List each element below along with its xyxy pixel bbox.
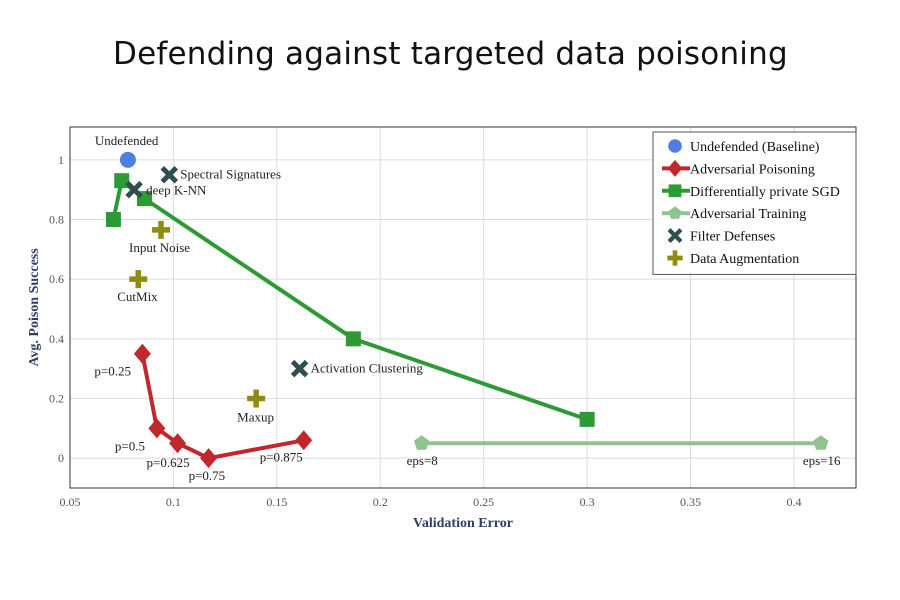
legend-item-data-augmentation: Data Augmentation bbox=[667, 250, 799, 267]
square-marker bbox=[345, 331, 361, 347]
slide-title: Defending against targeted data poisonin… bbox=[113, 36, 788, 72]
legend-item-filter-defenses: Filter Defenses bbox=[667, 228, 775, 245]
legend-box bbox=[652, 131, 857, 275]
plus-marker bbox=[152, 220, 171, 239]
x-marker bbox=[290, 359, 309, 378]
legend-item-adversarial-poisoning: Adversarial Poisoning bbox=[662, 159, 815, 177]
series-adversarial-training bbox=[414, 435, 829, 450]
diamond-marker bbox=[133, 343, 151, 364]
x-tick-label: 0.35 bbox=[680, 495, 701, 509]
diamond-marker bbox=[295, 430, 313, 451]
square-marker bbox=[105, 211, 121, 227]
legend-label: Filter Defenses bbox=[690, 230, 775, 245]
point-label: CutMix bbox=[117, 289, 158, 304]
tick-labels: 0.05 0.1 0.15 0.2 0.25 0.3 0.35 0.4 0 0.2 0.4 0.6 0.… bbox=[49, 153, 801, 509]
diamond-marker bbox=[169, 433, 187, 454]
point-label: p=0.5 bbox=[115, 438, 145, 453]
square-marker bbox=[668, 184, 682, 198]
plot-frame bbox=[69, 126, 857, 489]
x-marker bbox=[160, 165, 179, 184]
legend-item-differentially-private-sgd: Differentially private SGD bbox=[662, 184, 840, 200]
series bbox=[105, 151, 829, 469]
y-tick-label: 0 bbox=[58, 451, 64, 465]
plus-marker bbox=[247, 389, 266, 408]
legend-item-undefended-baseline: Undefended (Baseline) bbox=[668, 139, 820, 155]
pentagon-marker bbox=[668, 206, 682, 219]
legend-label: Data Augmentation bbox=[690, 252, 799, 267]
series-data-augmentation bbox=[129, 220, 266, 408]
diamond-marker bbox=[200, 448, 218, 469]
legend-item-adversarial-training: Adversarial Training bbox=[662, 206, 806, 222]
point-label: deep K-NN bbox=[146, 183, 207, 198]
y-tick-label: 0.8 bbox=[49, 212, 64, 226]
point-label: Spectral Signatures bbox=[180, 167, 281, 182]
legend: Undefended (Baseline) Adversarial Poisoni… bbox=[652, 131, 857, 275]
series-line bbox=[111, 178, 588, 422]
x-marker bbox=[667, 228, 683, 244]
x-marker bbox=[125, 180, 143, 199]
plus-marker bbox=[667, 250, 683, 266]
circle-marker bbox=[119, 151, 136, 168]
diamond-marker bbox=[148, 418, 166, 439]
pentagon-marker bbox=[414, 435, 430, 450]
y-tick-label: 0.4 bbox=[49, 332, 64, 346]
series-line bbox=[140, 353, 305, 461]
point-label: p=0.875 bbox=[260, 449, 303, 464]
point-label: eps=16 bbox=[803, 453, 841, 468]
legend-label: Adversarial Poisoning bbox=[690, 162, 815, 177]
circle-marker bbox=[668, 139, 682, 153]
x-tick-label: 0.2 bbox=[373, 495, 388, 509]
y-axis-label: Avg. Poison Success bbox=[27, 248, 42, 367]
point-label: Undefended bbox=[95, 133, 159, 148]
x-axis-label: Validation Error bbox=[413, 516, 513, 531]
y-tick-label: 1 bbox=[58, 153, 64, 167]
legend-label: Undefended (Baseline) bbox=[690, 140, 820, 155]
series-differentially-private-sgd bbox=[105, 173, 595, 427]
point-label: Activation Clustering bbox=[311, 361, 424, 376]
point-label: Input Noise bbox=[129, 240, 190, 255]
x-tick-label: 0.15 bbox=[266, 495, 287, 509]
legend-label: Adversarial Training bbox=[690, 207, 806, 222]
diamond-marker bbox=[667, 159, 683, 177]
legend-label: Differentially private SGD bbox=[690, 185, 840, 200]
x-tick-label: 0.1 bbox=[166, 495, 181, 509]
square-marker bbox=[579, 411, 595, 427]
point-label: eps=8 bbox=[407, 453, 438, 468]
y-tick-label: 0.2 bbox=[49, 391, 64, 405]
x-tick-label: 0.25 bbox=[473, 495, 494, 509]
point-label: Maxup bbox=[237, 409, 274, 424]
point-label: p=0.25 bbox=[94, 364, 131, 379]
series-undefended-baseline bbox=[119, 151, 136, 168]
series-adversarial-poisoning bbox=[133, 343, 313, 469]
series-filter-defenses bbox=[125, 165, 309, 378]
x-tick-label: 0.3 bbox=[580, 495, 595, 509]
x-tick-label: 0.4 bbox=[786, 495, 801, 509]
x-tick-label: 0.05 bbox=[60, 495, 81, 509]
pentagon-marker bbox=[813, 435, 829, 450]
plus-marker bbox=[129, 270, 148, 289]
point-label: p=0.625 bbox=[147, 455, 190, 470]
point-label: p=0.75 bbox=[189, 468, 226, 483]
y-tick-label: 0.6 bbox=[49, 272, 64, 286]
